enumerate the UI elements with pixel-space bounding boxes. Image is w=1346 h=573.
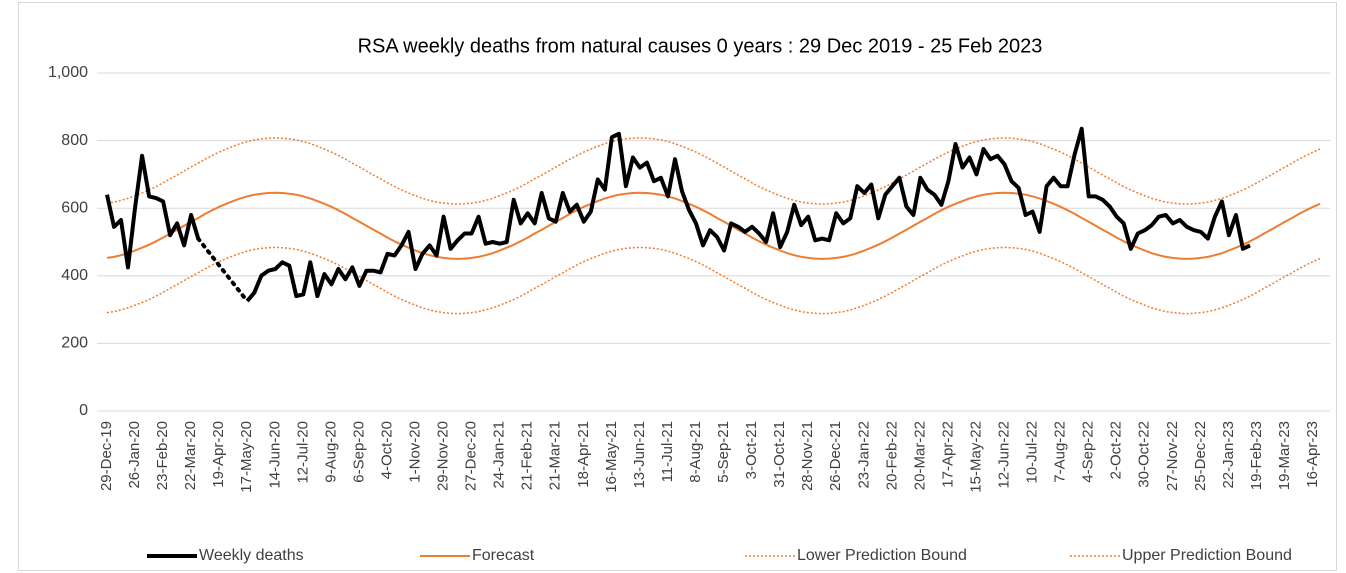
x-tick-label: 27-Nov-22 (1164, 421, 1181, 491)
y-tick-label: 1,000 (48, 64, 88, 81)
x-tick-label: 10-Jul-22 (1024, 421, 1041, 484)
x-tick-label: 23-Jan-22 (855, 421, 872, 489)
y-tick-label: 0 (79, 402, 88, 419)
chart-border (18, 2, 1337, 571)
y-tick-label: 600 (61, 199, 88, 216)
x-tick-label: 26-Dec-21 (827, 421, 844, 491)
x-axis: 29-Dec-19 26-Jan-20 23-Feb-20 22-Mar-20 19-A… (98, 421, 1321, 493)
x-tick-label: 22-Jan-23 (1220, 421, 1237, 489)
x-tick-label: 22-Mar-20 (182, 421, 199, 490)
x-tick-label: 20-Mar-22 (911, 421, 928, 490)
x-tick-label: 19-Apr-20 (210, 421, 227, 488)
x-tick-label: 14-Jun-20 (266, 421, 283, 489)
x-tick-label: 2-Oct-22 (1108, 421, 1125, 479)
legend-label: Upper Prediction Bound (1122, 547, 1292, 564)
y-tick-label: 200 (61, 335, 88, 352)
legend: Weekly deaths Forecast Lower Prediction Bo… (147, 547, 1292, 564)
x-tick-label: 19-Feb-23 (1248, 421, 1265, 490)
series-line (106, 137, 1321, 205)
x-tick-label: 26-Jan-20 (126, 421, 143, 489)
x-tick-label: 28-Nov-21 (799, 421, 816, 491)
x-tick-label: 7-Aug-22 (1052, 421, 1069, 483)
x-tick-label: 11-Jul-21 (659, 421, 676, 482)
x-tick-label: 6-Sep-20 (350, 421, 367, 483)
plot (105, 126, 1321, 315)
x-tick-label: 17-May-20 (238, 421, 255, 493)
x-tick-label: 23-Feb-20 (154, 421, 171, 490)
x-tick-label: 30-Oct-22 (1136, 421, 1153, 488)
grid: 0 200 400 600 800 1,000 (48, 64, 1331, 419)
x-tick-label: 21-Feb-21 (519, 421, 536, 490)
y-tick-label: 800 (61, 132, 88, 149)
x-tick-label: 4-Sep-22 (1080, 421, 1097, 483)
x-tick-label: 25-Dec-22 (1192, 421, 1209, 491)
x-tick-label: 13-Jun-21 (631, 421, 648, 489)
x-tick-label: 18-Apr-21 (575, 421, 592, 488)
x-tick-label: 27-Dec-20 (463, 421, 480, 491)
y-tick-label: 400 (61, 267, 88, 284)
x-tick-label: 3-Oct-21 (743, 421, 760, 479)
legend-label: Forecast (472, 547, 535, 564)
legend-label: Lower Prediction Bound (797, 547, 967, 564)
series-line (105, 153, 201, 270)
x-tick-label: 4-Oct-20 (378, 421, 395, 479)
series-line (106, 191, 1321, 260)
x-tick-label: 12-Jul-20 (294, 421, 311, 484)
x-tick-label: 1-Nov-20 (406, 421, 423, 483)
x-tick-label: 20-Feb-22 (883, 421, 900, 490)
x-tick-label: 9-Aug-20 (322, 421, 339, 483)
x-tick-label: 12-Jun-22 (996, 421, 1013, 489)
x-tick-label: 8-Aug-21 (687, 421, 704, 483)
x-tick-label: 16-May-21 (603, 421, 620, 493)
series-line (245, 126, 1251, 303)
x-tick-label: 16-Apr-23 (1304, 421, 1321, 488)
x-tick-label: 5-Sep-21 (715, 421, 732, 483)
x-tick-label: 29-Dec-19 (98, 421, 115, 491)
chart-title: RSA weekly deaths from natural causes 0 … (358, 35, 1043, 57)
x-tick-label: 17-Apr-22 (939, 421, 956, 488)
x-tick-label: 19-Mar-23 (1276, 421, 1293, 490)
x-tick-label: 24-Jan-21 (491, 421, 508, 489)
x-tick-label: 29-Nov-20 (435, 421, 452, 491)
x-tick-label: 31-Oct-21 (771, 421, 788, 488)
x-tick-label: 21-Mar-21 (547, 421, 564, 490)
gap-connector (196, 236, 250, 304)
series-line (106, 246, 1321, 315)
x-tick-label: 15-May-22 (967, 421, 984, 493)
legend-label: Weekly deaths (199, 547, 304, 564)
